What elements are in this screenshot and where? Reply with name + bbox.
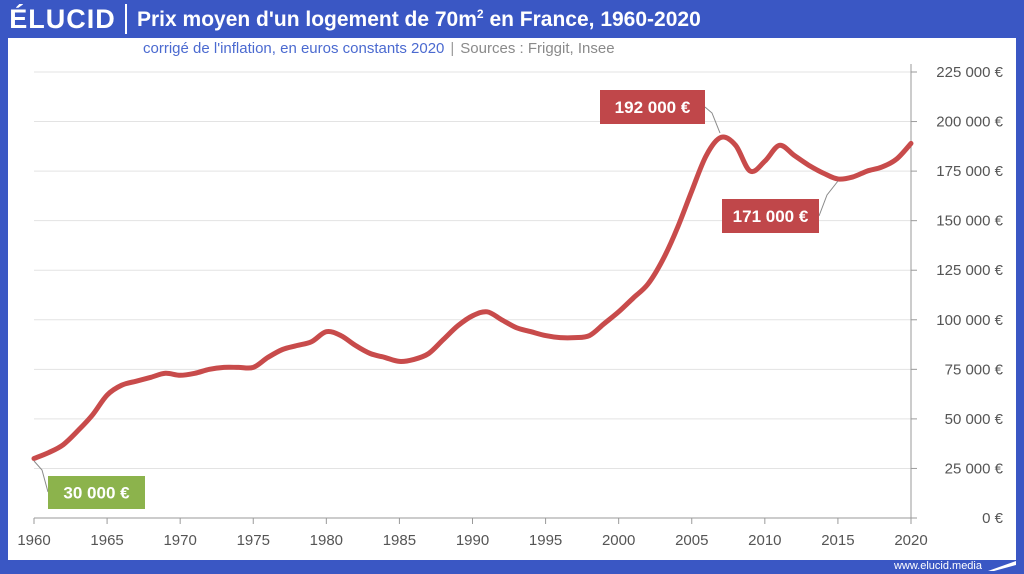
y-tick-label: 50 000 € xyxy=(945,411,1004,428)
x-tick-label: 1960 xyxy=(17,532,50,549)
chart-subtitle: corrigé de l'inflation, en euros constan… xyxy=(143,40,615,57)
header-bar: ÉLUCID Prix moyen d'un logement de 70m2 … xyxy=(0,0,1024,38)
header-divider xyxy=(125,4,127,34)
annotation-label: 30 000 € xyxy=(63,484,130,503)
footer-site[interactable]: www.elucid.media xyxy=(893,560,982,572)
title-superscript: 2 xyxy=(476,6,484,21)
x-tick-label: 2005 xyxy=(675,532,708,549)
price-series-line xyxy=(31,134,914,461)
x-tick-label: 2020 xyxy=(894,532,927,549)
x-tick-label: 1970 xyxy=(163,532,196,549)
elucid-mark-icon xyxy=(988,561,1016,571)
sources-text: Sources : Friggit, Insee xyxy=(460,40,615,57)
annotation-leader xyxy=(704,106,721,134)
y-tick-label: 175 000 € xyxy=(936,163,1003,180)
annotation-leader xyxy=(818,180,839,217)
x-tick-label: 1990 xyxy=(456,532,489,549)
title-tail: en France, 1960-2020 xyxy=(483,7,701,31)
annotation-label: 192 000 € xyxy=(615,98,691,117)
subtitle-text: corrigé de l'inflation, en euros constan… xyxy=(143,40,445,57)
x-tick-label: 1980 xyxy=(310,532,343,549)
y-tick-label: 25 000 € xyxy=(945,460,1004,477)
subtitle-separator: | xyxy=(450,40,455,57)
y-tick-label: 200 000 € xyxy=(936,114,1003,131)
y-tick-label: 100 000 € xyxy=(936,312,1003,329)
x-tick-label: 1985 xyxy=(383,532,416,549)
title-main: Prix moyen d'un logement de 70m xyxy=(137,7,477,31)
y-tick-label: 150 000 € xyxy=(936,213,1003,230)
x-tick-label: 1975 xyxy=(237,532,270,549)
y-tick-label: 125 000 € xyxy=(936,262,1003,279)
x-tick-label: 1995 xyxy=(529,532,562,549)
chart-panel xyxy=(8,38,1016,560)
x-tick-label: 1965 xyxy=(90,532,123,549)
chart-title: Prix moyen d'un logement de 70m2 en Fran… xyxy=(137,7,701,32)
x-tick-label: 2000 xyxy=(602,532,635,549)
annotation-box xyxy=(48,476,145,509)
x-tick-label: 2015 xyxy=(821,532,854,549)
x-tick-label: 2010 xyxy=(748,532,781,549)
y-tick-label: 0 € xyxy=(982,510,1004,527)
annotation-box xyxy=(722,199,819,233)
annotation-box xyxy=(600,90,705,124)
annotation-leader xyxy=(33,460,49,493)
elucid-logo[interactable]: ÉLUCID xyxy=(9,3,116,34)
y-tick-label: 225 000 € xyxy=(936,64,1003,81)
annotation-label: 171 000 € xyxy=(733,207,809,226)
y-tick-label: 75 000 € xyxy=(945,361,1004,378)
